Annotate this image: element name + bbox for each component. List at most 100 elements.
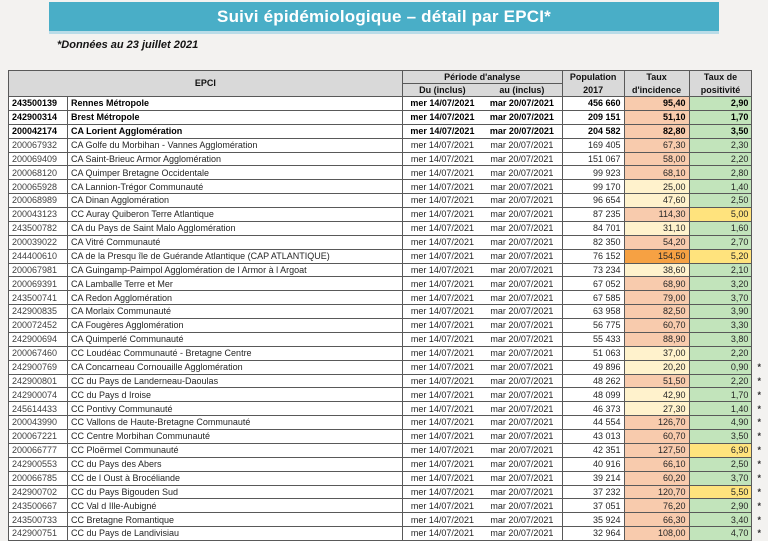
epci-name-cell: CA Golfe du Morbihan - Vannes Agglomérat… bbox=[67, 138, 402, 152]
date-au-cell: mar 20/07/2021 bbox=[482, 152, 562, 166]
date-du-cell: mer 14/07/2021 bbox=[402, 180, 482, 194]
population-cell: 51 063 bbox=[562, 346, 624, 360]
population-cell: 37 051 bbox=[562, 499, 624, 513]
incidence-cell: 95,40 bbox=[624, 97, 689, 111]
footnote-column-header bbox=[752, 71, 768, 97]
date-du-cell: mer 14/07/2021 bbox=[402, 332, 482, 346]
date-du-cell: mer 14/07/2021 bbox=[402, 291, 482, 305]
incidence-cell: 88,90 bbox=[624, 332, 689, 346]
population-cell: 84 701 bbox=[562, 221, 624, 235]
incidence-cell: 25,00 bbox=[624, 180, 689, 194]
epci-name-cell: Brest Métropole bbox=[67, 110, 402, 124]
footnote-asterisk bbox=[752, 221, 768, 235]
epci-name-cell: CC du Pays Bigouden Sud bbox=[67, 485, 402, 499]
incidence-cell: 60,20 bbox=[624, 471, 689, 485]
epci-name-cell: CA Concarneau Cornouaille Agglomération bbox=[67, 360, 402, 374]
epci-name-cell: CA Lorient Agglomération bbox=[67, 124, 402, 138]
positivity-cell: 2,90 bbox=[689, 499, 752, 513]
date-du-cell: mer 14/07/2021 bbox=[402, 485, 482, 499]
date-du-cell: mer 14/07/2021 bbox=[402, 374, 482, 388]
positivity-cell: 2,90 bbox=[689, 97, 752, 111]
population-cell: 99 170 bbox=[562, 180, 624, 194]
epci-code-cell: 242900769 bbox=[9, 360, 68, 374]
column-header-positivite: Taux de positivité bbox=[689, 71, 752, 97]
footnote-asterisk bbox=[752, 235, 768, 249]
date-du-cell: mer 14/07/2021 bbox=[402, 402, 482, 416]
footnote-asterisk bbox=[752, 291, 768, 305]
incidence-cell: 68,90 bbox=[624, 277, 689, 291]
date-du-cell: mer 14/07/2021 bbox=[402, 152, 482, 166]
epci-name-cell: CC Auray Quiberon Terre Atlantique bbox=[67, 208, 402, 222]
epci-name-cell: Rennes Métropole bbox=[67, 97, 402, 111]
epci-code-cell: 200066785 bbox=[9, 471, 68, 485]
positivity-cell: 5,50 bbox=[689, 485, 752, 499]
incidence-cell: 31,10 bbox=[624, 221, 689, 235]
incidence-cell: 58,00 bbox=[624, 152, 689, 166]
positivity-cell: 2,20 bbox=[689, 346, 752, 360]
positivity-cell: 6,90 bbox=[689, 443, 752, 457]
epci-code-cell: 200065928 bbox=[9, 180, 68, 194]
date-au-cell: mar 20/07/2021 bbox=[482, 277, 562, 291]
epci-name-cell: CA Guingamp-Paimpol Agglomération de l A… bbox=[67, 263, 402, 277]
date-du-cell: mer 14/07/2021 bbox=[402, 443, 482, 457]
population-cell: 209 151 bbox=[562, 110, 624, 124]
column-header-epci: EPCI bbox=[9, 71, 403, 97]
population-cell: 99 923 bbox=[562, 166, 624, 180]
epci-code-cell: 242900314 bbox=[9, 110, 68, 124]
date-du-cell: mer 14/07/2021 bbox=[402, 277, 482, 291]
population-cell: 55 433 bbox=[562, 332, 624, 346]
epci-code-cell: 243500733 bbox=[9, 513, 68, 527]
footnote-asterisk: * bbox=[752, 374, 768, 388]
footnote-asterisk: * bbox=[752, 513, 768, 527]
epci-code-cell: 200067221 bbox=[9, 430, 68, 444]
incidence-cell: 68,10 bbox=[624, 166, 689, 180]
incidence-cell: 51,10 bbox=[624, 110, 689, 124]
date-du-cell: mer 14/07/2021 bbox=[402, 110, 482, 124]
positivity-cell: 4,90 bbox=[689, 416, 752, 430]
population-cell: 48 262 bbox=[562, 374, 624, 388]
population-cell: 44 554 bbox=[562, 416, 624, 430]
epci-code-cell: 200043123 bbox=[9, 208, 68, 222]
positivity-cell: 2,50 bbox=[689, 194, 752, 208]
date-au-cell: mar 20/07/2021 bbox=[482, 97, 562, 111]
epci-name-cell: CC Ploërmel Communauté bbox=[67, 443, 402, 457]
date-au-cell: mar 20/07/2021 bbox=[482, 374, 562, 388]
population-cell: 169 405 bbox=[562, 138, 624, 152]
footnote-asterisk: * bbox=[752, 499, 768, 513]
footnote-asterisk: * bbox=[752, 430, 768, 444]
population-cell: 204 582 bbox=[562, 124, 624, 138]
footnote-asterisk: * bbox=[752, 471, 768, 485]
positivity-cell: 1,60 bbox=[689, 221, 752, 235]
positivity-cell: 1,40 bbox=[689, 402, 752, 416]
epci-code-cell: 200068120 bbox=[9, 166, 68, 180]
date-du-cell: mer 14/07/2021 bbox=[402, 346, 482, 360]
date-du-cell: mer 14/07/2021 bbox=[402, 208, 482, 222]
incidence-cell: 120,70 bbox=[624, 485, 689, 499]
positivity-cell: 2,30 bbox=[689, 138, 752, 152]
population-cell: 37 232 bbox=[562, 485, 624, 499]
positivity-cell: 1,70 bbox=[689, 388, 752, 402]
epci-name-cell: CA Morlaix Communauté bbox=[67, 305, 402, 319]
date-au-cell: mar 20/07/2021 bbox=[482, 208, 562, 222]
incidence-cell: 60,70 bbox=[624, 319, 689, 333]
date-au-cell: mar 20/07/2021 bbox=[482, 360, 562, 374]
footnote-asterisk bbox=[752, 110, 768, 124]
positivity-cell: 3,50 bbox=[689, 430, 752, 444]
footnote-asterisk bbox=[752, 346, 768, 360]
epci-name-cell: CC Loudéac Communauté - Bretagne Centre bbox=[67, 346, 402, 360]
epci-code-cell: 243500782 bbox=[9, 221, 68, 235]
column-header-date-du: Du (inclus) bbox=[402, 84, 482, 97]
epci-name-cell: CC du Pays de Landivisiau bbox=[67, 527, 402, 541]
footnote-asterisk bbox=[752, 166, 768, 180]
epci-name-cell: CC Pontivy Communauté bbox=[67, 402, 402, 416]
footnote-asterisk bbox=[752, 319, 768, 333]
epci-code-cell: 242900835 bbox=[9, 305, 68, 319]
